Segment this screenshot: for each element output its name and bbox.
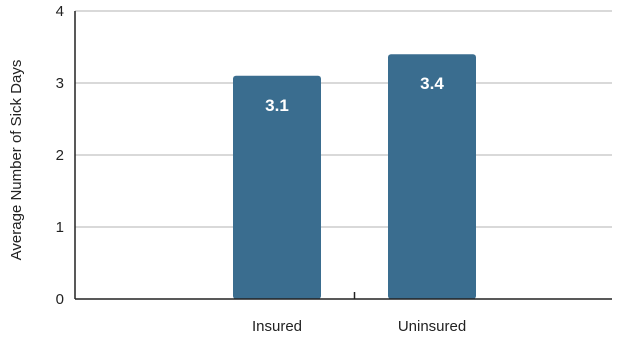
data-label: 3.4 [420,74,444,93]
x-tick-label: Uninsured [398,318,466,335]
y-tick-label: 3 [56,75,64,92]
y-axis-title: Average Number of Sick Days [8,60,25,261]
y-tick-label: 4 [56,3,64,20]
bar-insured [233,75,321,299]
grid-lines [75,10,612,228]
x-tick-label: Insured [252,318,302,335]
axes [74,11,612,300]
y-tick-label: 0 [56,291,64,308]
data-label: 3.1 [265,96,289,115]
y-tick-labels: 0 1 2 3 4 [56,3,64,308]
x-tick-labels: Insured Uninsured [252,318,466,335]
y-tick-label: 1 [56,219,64,236]
bars: 3.1 3.4 [233,54,476,300]
y-tick-label: 2 [56,147,64,164]
bar-uninsured [388,54,476,300]
